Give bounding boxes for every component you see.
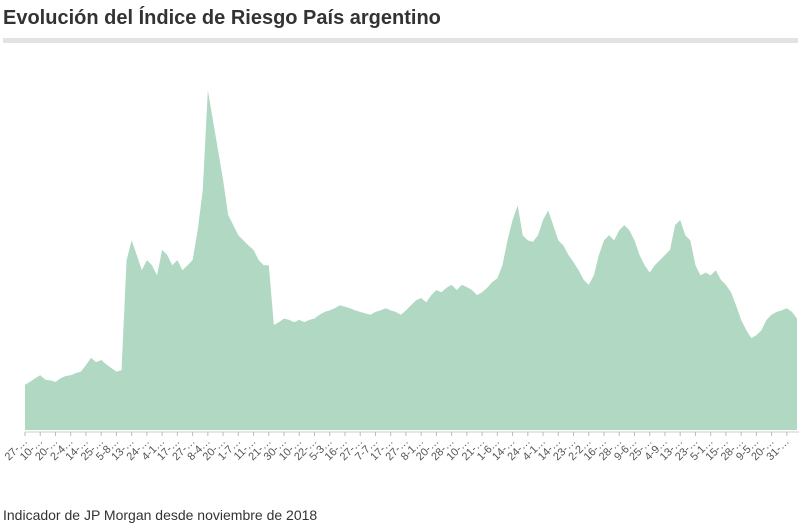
title-rule bbox=[3, 38, 798, 43]
chart-title: Evolución del Índice de Riesgo País arge… bbox=[3, 6, 441, 29]
chart-note: Indicador de JP Morgan desde noviembre d… bbox=[3, 507, 317, 523]
area bbox=[25, 90, 797, 431]
